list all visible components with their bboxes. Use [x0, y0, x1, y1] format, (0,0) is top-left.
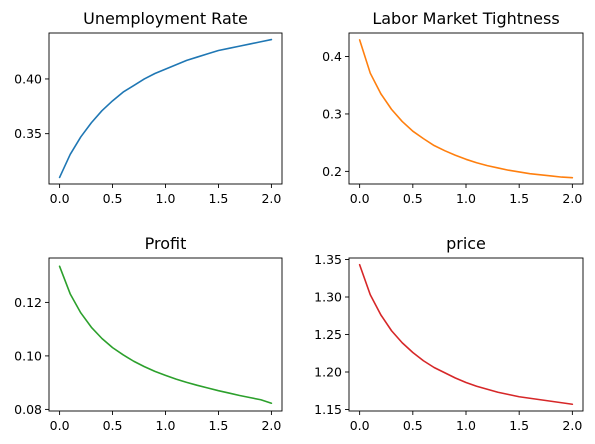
price-ytick-label: 1.15 [314, 402, 342, 417]
unemployment-rate-title: Unemployment Rate [83, 9, 248, 28]
profit-series-line [58, 265, 273, 405]
unemployment-rate-xtick-label: 0.5 [103, 191, 123, 206]
price-xtick-label: 0.5 [403, 418, 423, 433]
unemployment-rate-series-line [58, 38, 273, 179]
labor-market-tightness-ytick-label: 0.3 [322, 106, 342, 121]
price-ytick-label: 1.35 [314, 252, 342, 267]
labor-market-tightness-title: Labor Market Tightness [372, 9, 559, 28]
price-title: price [446, 234, 486, 253]
labor-market-tightness-xtick-label: 1.0 [456, 191, 476, 206]
price-ytick-label: 1.20 [314, 365, 342, 380]
profit-xtick-label: 0.0 [50, 418, 70, 433]
profit-xtick-label: 1.5 [209, 418, 229, 433]
price-xtick-label: 1.5 [509, 418, 529, 433]
price-xtick-label: 2.0 [562, 418, 582, 433]
profit-xtick-label: 1.0 [156, 418, 176, 433]
labor-market-tightness-axes-frame [348, 32, 584, 185]
profit-ytick-label: 0.12 [14, 295, 42, 310]
labor-market-tightness-xtick-label: 2.0 [562, 191, 582, 206]
labor-market-tightness-ytick-label: 0.2 [322, 164, 342, 179]
price-ytick-label: 1.30 [314, 290, 342, 305]
profit-xtick-label: 0.5 [103, 418, 123, 433]
profit-ytick-label: 0.08 [14, 402, 42, 417]
labor-market-tightness-panel: Labor Market Tightness 0.0 0.5 1.0 1.5 2.0 0.2… [322, 9, 584, 206]
profit-panel: Profit 0.0 0.5 1.0 1.5 2.0 0.08 0.10 0.12 [14, 234, 283, 433]
unemployment-rate-axes-frame [48, 32, 283, 185]
profit-xtick-label: 2.0 [261, 418, 281, 433]
price-panel: price 0.0 0.5 1.0 1.5 2.0 1.15 1.20 1.25 1.30 1.35 [314, 234, 584, 433]
unemployment-rate-ytick-label: 0.35 [14, 126, 42, 141]
labor-market-tightness-xtick-label: 1.5 [509, 191, 529, 206]
unemployment-rate-ytick-label: 0.40 [14, 71, 42, 86]
unemployment-rate-xtick-label: 1.5 [209, 191, 229, 206]
profit-title: Profit [145, 234, 187, 253]
labor-market-tightness-ytick-label: 0.4 [322, 49, 342, 64]
price-ytick-label: 1.25 [314, 327, 342, 342]
price-axes-frame [348, 257, 584, 412]
labor-market-tightness-xtick-label: 0.5 [403, 191, 423, 206]
profit-ytick-label: 0.10 [14, 348, 42, 363]
price-xtick-label: 1.0 [456, 418, 476, 433]
price-series-line [358, 263, 574, 406]
unemployment-rate-xtick-label: 0.0 [50, 191, 70, 206]
unemployment-rate-xtick-label: 2.0 [261, 191, 281, 206]
unemployment-rate-panel: Unemployment Rate 0.0 0.5 1.0 1.5 2.0 0.35 0.40 [14, 9, 283, 206]
labor-market-tightness-series-line [358, 39, 574, 179]
price-xtick-label: 0.0 [350, 418, 370, 433]
unemployment-rate-xtick-label: 1.0 [156, 191, 176, 206]
profit-axes-frame [48, 257, 283, 412]
labor-market-tightness-xtick-label: 0.0 [350, 191, 370, 206]
